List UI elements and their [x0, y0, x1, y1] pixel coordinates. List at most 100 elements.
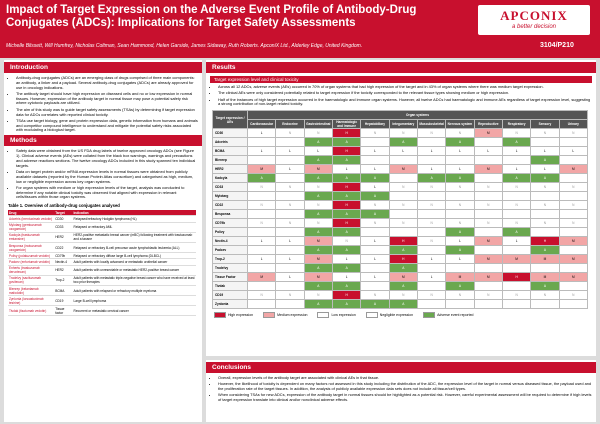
- grid-cell: L: [360, 164, 390, 175]
- grid-cell: A: [445, 173, 475, 184]
- grid-cell: N: [501, 200, 532, 211]
- column-header: Nervous system: [445, 119, 475, 130]
- grid-cell: M: [303, 164, 333, 175]
- grid-cell: A: [331, 155, 362, 166]
- grid-cell: A: [331, 173, 362, 184]
- column-header: Integumentary: [388, 119, 418, 130]
- grid-cell: [416, 209, 447, 220]
- grid-cell: [246, 281, 277, 292]
- grid-cell: N: [416, 236, 447, 247]
- grid-cell: A: [303, 209, 333, 220]
- grid-cell: [360, 155, 390, 166]
- row-label: HER2: [212, 164, 248, 175]
- grid-row: Trodelvy A A A: [212, 263, 589, 274]
- grid-cell: [275, 245, 305, 256]
- column-header: Gastrointestinal: [303, 119, 333, 130]
- grid-cell: M: [501, 254, 532, 265]
- table-cell: Recurrent or metastatic cervical cancer: [72, 305, 196, 317]
- grid-cell: N: [388, 290, 418, 301]
- grid-cell: L: [275, 236, 305, 247]
- grid-cell: L: [246, 146, 277, 157]
- table-row: Adcetris (brentuximab vedotin) CD30 Relaps…: [8, 215, 196, 223]
- grid-cell: A: [303, 263, 333, 274]
- grid-cell: H: [530, 236, 560, 247]
- grid-cell: L: [246, 236, 277, 247]
- grid-cell: [360, 245, 390, 256]
- grid-cell: L: [331, 164, 362, 175]
- grid-cell: N: [445, 128, 475, 139]
- legend-label: Medium expression: [277, 313, 308, 318]
- table-cell: Enhertu (trastuzumab deruxtecan): [8, 265, 55, 276]
- row-label: Trodelvy: [212, 263, 248, 274]
- table-cell: Besponsa (inotuzumab ozogamicin): [8, 242, 55, 254]
- legend-label: Adverse event reported: [437, 313, 474, 318]
- grid-row: Trop-2 L L M L L H L L M M M M: [212, 254, 589, 265]
- subheading: Target expression level and clinical tox…: [210, 76, 592, 83]
- grid-cell: N: [360, 200, 390, 211]
- row-label: Padcev: [212, 245, 248, 256]
- results-column: Results Target expression level and clin…: [206, 60, 596, 356]
- grid-cell: [530, 191, 560, 202]
- row-label: CD30: [212, 128, 248, 139]
- bullet: Overall, expression levels of the antibo…: [218, 375, 592, 381]
- column-header: Cardiovascular: [246, 119, 277, 130]
- title: Impact of Target Expression on the Adver…: [6, 4, 417, 29]
- legend-swatch: [317, 312, 330, 319]
- grid-cell: [275, 137, 305, 148]
- bullet: The aim of this study was to guide targe…: [16, 107, 198, 118]
- column-header: Drug: [8, 210, 55, 217]
- table-row: Trodelvy (sacituzumab govitecan) Trop-2 Ad…: [8, 275, 196, 286]
- grid-cell: M: [530, 254, 560, 265]
- authors: Michelle Blissett, Will Humfrey, Nichola…: [6, 43, 363, 49]
- table-cell: Relapsed/refractory Hodgkin lymphoma (HL…: [72, 215, 196, 223]
- bullet: Safety data were obtained from the US FD…: [16, 148, 198, 168]
- grid-cell: N: [558, 290, 589, 301]
- grid-cell: A: [388, 299, 418, 310]
- grid-cell: L: [360, 236, 390, 247]
- grid-cell: A: [445, 281, 475, 292]
- table: Drug Target Indication Adcetris (brentuxima…: [8, 210, 196, 317]
- grid-cell: M: [246, 272, 277, 283]
- bullet: For organ systems with medium or high ex…: [16, 185, 198, 200]
- grid-cell: A: [360, 173, 390, 184]
- grid-cell: M: [473, 236, 503, 247]
- table-cell: Trodelvy (sacituzumab govitecan): [8, 275, 55, 286]
- grid-cell: M: [473, 272, 503, 283]
- column-header: Haematologic and Immune: [331, 119, 362, 130]
- corner: Target expression / AEs: [212, 110, 248, 130]
- grid-cell: N: [416, 290, 447, 301]
- grid-cell: [558, 155, 589, 166]
- grid-cell: [445, 191, 475, 202]
- row-label: Tissue Factor: [212, 272, 248, 283]
- grid-cell: N: [530, 128, 560, 139]
- grid-cell: A: [530, 281, 560, 292]
- bullet-list: Safety data were obtained from the US FD…: [4, 148, 202, 200]
- grid-row: Polivy A A A A: [212, 227, 589, 238]
- grid-cell: N: [360, 290, 390, 301]
- table-cell: Relapsed or refractory diffuse large B-c…: [72, 252, 196, 260]
- grid-cell: N: [388, 200, 418, 211]
- grid-cell: H: [331, 290, 362, 301]
- grid-cell: N: [473, 218, 503, 229]
- bullet-list: Antibody-drug conjugates (ADCs) are an e…: [4, 75, 202, 133]
- legend-swatch: [214, 312, 226, 319]
- grid-row: Zynlonta A A A A: [212, 299, 589, 310]
- grid-cell: N: [530, 182, 560, 193]
- bullet: When considering TSAs for new ADCs, expr…: [218, 393, 592, 403]
- grid-cell: L: [473, 146, 503, 157]
- grid-cell: A: [331, 137, 362, 148]
- grid-cell: [530, 209, 560, 220]
- grid-cell: N: [275, 128, 305, 139]
- table-cell: Trop-2: [54, 275, 73, 286]
- grid-cell: N: [275, 218, 305, 229]
- grid-cell: N: [530, 218, 560, 229]
- column-header: Urinary: [558, 119, 589, 130]
- table-cell: CD33: [54, 222, 73, 233]
- grid-cell: L: [501, 236, 532, 247]
- grid-cell: [275, 173, 305, 184]
- grid-cell: N: [530, 200, 560, 211]
- grid-cell: L: [331, 254, 362, 265]
- poster-code: 3104/P210: [540, 42, 574, 49]
- grid-row: Besponsa A A A: [212, 209, 589, 220]
